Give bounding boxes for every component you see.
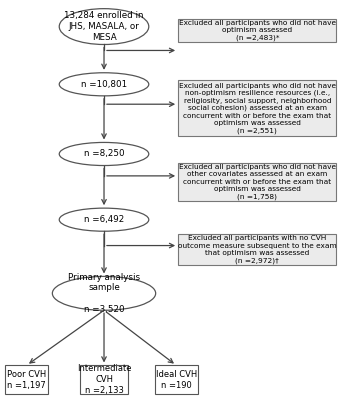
Text: n =8,250: n =8,250 [84,150,124,158]
Text: Excluded all participants who did not have
optimism assessed
(n =2,483)*: Excluded all participants who did not ha… [179,20,336,41]
FancyBboxPatch shape [5,365,48,394]
Text: Excluded all participants who did not have
non-optimism resilience resources (i.: Excluded all participants who did not ha… [179,83,336,134]
FancyBboxPatch shape [178,163,337,201]
FancyBboxPatch shape [178,234,337,266]
FancyBboxPatch shape [178,19,337,42]
FancyBboxPatch shape [155,365,198,394]
Text: n =6,492: n =6,492 [84,215,124,224]
Text: Excluded all participants with no CVH
outcome measure subsequent to the exam
tha: Excluded all participants with no CVH ou… [178,236,337,264]
Text: Intermediate
CVH
n =2,133: Intermediate CVH n =2,133 [77,364,131,395]
Ellipse shape [59,208,149,231]
Ellipse shape [59,142,149,166]
Text: Ideal CVH
n =190: Ideal CVH n =190 [156,370,197,390]
Text: Primary analysis
sample

n =3,520: Primary analysis sample n =3,520 [68,273,140,314]
Ellipse shape [59,9,149,44]
Text: n =10,801: n =10,801 [81,80,127,89]
Ellipse shape [59,73,149,96]
Ellipse shape [52,276,156,310]
Text: Excluded all participants who did not have
other covariates assessed at an exam
: Excluded all participants who did not ha… [179,164,336,200]
Text: Poor CVH
n =1,197: Poor CVH n =1,197 [7,370,46,390]
FancyBboxPatch shape [178,80,337,136]
FancyBboxPatch shape [80,365,128,394]
Text: 13,284 enrolled in
JHS, MASALA, or
MESA: 13,284 enrolled in JHS, MASALA, or MESA [64,11,144,42]
